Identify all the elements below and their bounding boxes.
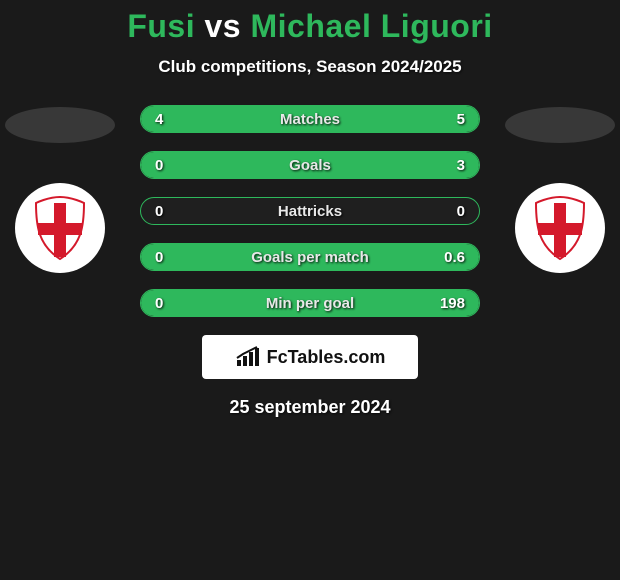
stat-row: 0Hattricks0	[140, 197, 480, 225]
vs-text: vs	[205, 8, 242, 44]
player1-photo-placeholder	[5, 107, 115, 143]
player1-club-badge	[15, 183, 105, 273]
page-title: Fusi vs Michael Liguori	[0, 8, 620, 45]
stat-value-right: 0	[457, 198, 465, 224]
stat-value-right: 3	[457, 152, 465, 178]
shield-icon	[32, 195, 88, 261]
stat-label: Goals	[141, 152, 479, 178]
right-column	[500, 105, 620, 273]
widget: Fusi vs Michael Liguori Club competition…	[0, 0, 620, 418]
subtitle: Club competitions, Season 2024/2025	[0, 57, 620, 77]
stat-value-right: 198	[440, 290, 465, 316]
stat-label: Hattricks	[141, 198, 479, 224]
left-column	[0, 105, 120, 273]
brand-text: FcTables.com	[267, 347, 386, 368]
stat-label: Matches	[141, 106, 479, 132]
player1-name: Fusi	[127, 8, 195, 44]
stat-row: 4Matches5	[140, 105, 480, 133]
chart-icon	[235, 346, 261, 368]
shield-icon	[532, 195, 588, 261]
stat-row: 0Min per goal198	[140, 289, 480, 317]
player2-club-badge	[515, 183, 605, 273]
player2-photo-placeholder	[505, 107, 615, 143]
main-area: 4Matches50Goals30Hattricks00Goals per ma…	[0, 105, 620, 418]
player2-name: Michael Liguori	[250, 8, 492, 44]
stat-row: 0Goals per match0.6	[140, 243, 480, 271]
stat-label: Min per goal	[141, 290, 479, 316]
brand-box[interactable]: FcTables.com	[202, 335, 418, 379]
stat-value-right: 0.6	[444, 244, 465, 270]
date-text: 25 september 2024	[0, 397, 620, 418]
stat-label: Goals per match	[141, 244, 479, 270]
stats-bars: 4Matches50Goals30Hattricks00Goals per ma…	[140, 105, 480, 317]
stat-row: 0Goals3	[140, 151, 480, 179]
stat-value-right: 5	[457, 106, 465, 132]
